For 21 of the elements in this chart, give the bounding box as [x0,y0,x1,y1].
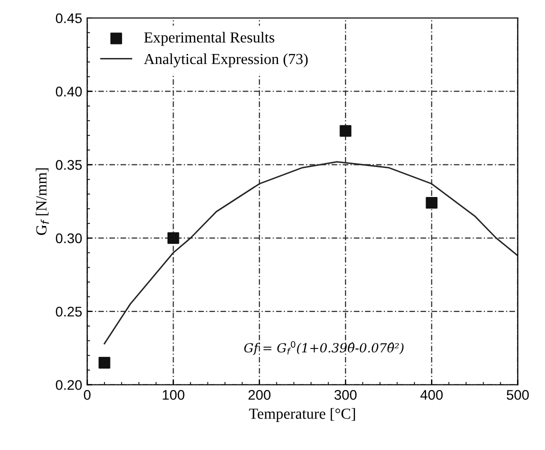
x-axis-title: Temperature [°C] [249,408,355,422]
x-tick-label: 200 [248,390,270,400]
x-tick-label: 100 [162,390,184,400]
x-tick-label: 300 [334,390,357,400]
y-tick-label: 0.45 [56,13,82,24]
legend-label: Analytical Expression (73) [144,53,308,68]
point [98,356,110,369]
point [340,125,352,137]
y-tick-label: 0.25 [56,306,82,317]
x-tick-label: 400 [420,390,443,400]
legend-label: Experimental Results [144,32,274,46]
y-tick-label: 0.35 [56,160,82,170]
x-tick-label: 0 [84,390,91,400]
point [167,232,180,244]
x-tick-label: 500 [506,390,529,400]
y-tick-label: 0.20 [56,380,82,390]
annotation: Gf = G$_{f}$$^{0}$(1+0.39θ̂-0.07θ̂²) [244,341,404,355]
y-tick-label: 0.40 [56,86,82,97]
y-tick-label: 0.30 [56,233,82,244]
y-axis-title: G$_{f}$ [N/mm] [36,168,49,235]
point [426,196,438,209]
